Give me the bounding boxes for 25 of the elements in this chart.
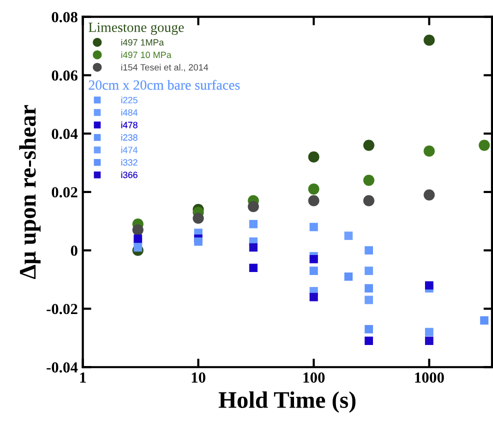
legend-label: i478 bbox=[121, 122, 138, 128]
y-tick-label: -0.04 bbox=[46, 362, 78, 373]
legend-label: i484 bbox=[121, 109, 138, 116]
legend-label: i332 bbox=[121, 159, 138, 166]
legend-label: i225 bbox=[121, 96, 138, 104]
y-axis-title: Δμ upon re-shear bbox=[19, 105, 41, 279]
x-tick-label: 1 bbox=[80, 372, 86, 383]
legend-label: i497 1MPa bbox=[121, 38, 164, 46]
legend-label: i154 Tesei et al., 2014 bbox=[121, 64, 208, 72]
y-tick-label: 0.04 bbox=[52, 128, 78, 140]
y-tick-label: 0.02 bbox=[52, 187, 78, 198]
legend-label: i497 10 MPa bbox=[121, 51, 172, 58]
legend-label: i238 bbox=[121, 134, 138, 141]
annotation: Limestone gouge bbox=[88, 22, 184, 35]
legend-label: i366 bbox=[121, 171, 138, 178]
x-tick-label: 1000 bbox=[415, 372, 444, 383]
y-tick-label: -0.02 bbox=[46, 304, 78, 314]
y-tick-label: 0 bbox=[70, 245, 78, 256]
x-axis-title: Hold Time (s) bbox=[218, 391, 356, 413]
x-tick-label: 100 bbox=[304, 372, 325, 383]
annotation: 20cm x 20cm bare surfaces bbox=[88, 80, 240, 90]
x-tick-label: 10 bbox=[192, 372, 206, 383]
y-tick-label: 0.08 bbox=[52, 12, 78, 22]
y-tick-label: 0.06 bbox=[52, 70, 78, 81]
legend-label: i474 bbox=[121, 146, 138, 154]
